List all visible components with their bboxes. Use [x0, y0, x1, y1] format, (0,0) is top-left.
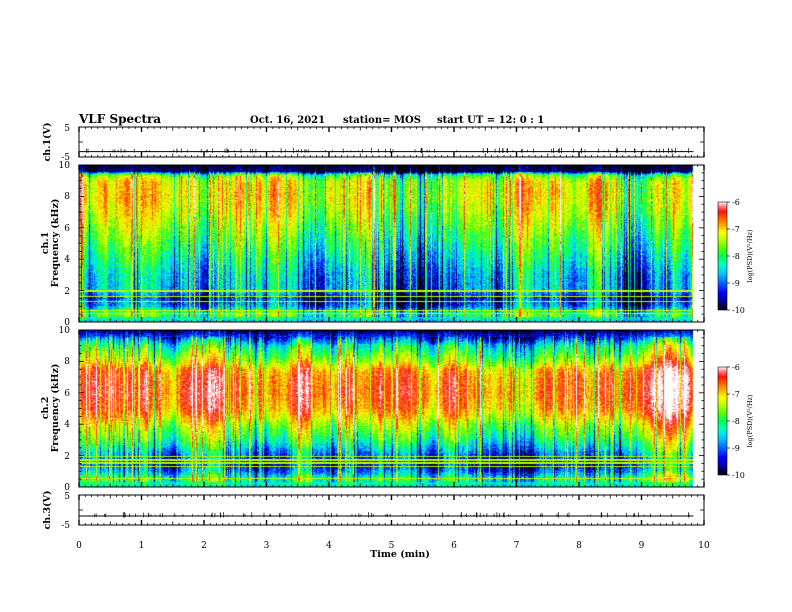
ch1-ytick-8: 8	[64, 192, 70, 202]
x-tick-label: 4	[326, 541, 332, 551]
ch2-colorbar-gradient	[717, 366, 728, 476]
colorbar-tick-label: -9	[732, 279, 740, 288]
ch3-waveform-ylabel: ch.3(V)	[42, 491, 53, 530]
colorbar-tick-label: -7	[732, 225, 740, 234]
ch3-waveform-spikes	[94, 512, 690, 518]
colorbar-tick-label: -7	[732, 390, 740, 399]
ch2-spectrogram-heatmap	[79, 330, 704, 487]
ch2-colorbar-label: log(PSD)(V²/Hz)	[746, 394, 754, 447]
colorbar-tick-label: -6	[732, 363, 740, 372]
ch1-ytick-0: 0	[64, 318, 70, 328]
colorbar-tick-label: -8	[732, 417, 740, 426]
ch3-ytick-5: 5	[64, 492, 70, 502]
ch2-spectrogram-ylabel: ch.2Frequency (kHz)	[40, 364, 61, 453]
x-axis-label: Time (min)	[370, 549, 430, 560]
x-tick-label: 2	[201, 541, 207, 551]
ch1-waveform-spikes	[85, 147, 690, 154]
x-tick-label: 10	[698, 541, 710, 551]
ch2-ytick-4: 4	[64, 420, 70, 430]
x-tick-label: 7	[514, 541, 520, 551]
x-tick-label: 3	[264, 541, 270, 551]
ch3-ytick-neg5: -5	[61, 521, 70, 531]
ch1-ytick-4: 4	[64, 255, 70, 265]
ch2-spectrogram-panel	[79, 330, 704, 487]
ch1-spectrogram-heatmap	[79, 165, 704, 322]
ch2-colorbar: -6 -7 -8 -9 -10 log(PSD)(V²/Hz)	[717, 363, 754, 480]
ch2-spectrogram-yticks: 0 2 4 6 8 10	[59, 326, 71, 493]
ch2-ytick-0: 0	[64, 483, 70, 493]
colorbar-tick-label: -10	[732, 306, 745, 315]
colorbar-tick-label: -10	[732, 471, 745, 480]
ch1-ytick-5: 5	[64, 124, 70, 134]
ch1-spectrogram-ylabel: ch.1Frequency (kHz)	[40, 199, 61, 288]
header-date: Oct. 16, 2021	[250, 115, 325, 126]
colorbar-tick-label: -6	[732, 198, 740, 207]
x-tick-label: 8	[576, 541, 582, 551]
colorbar-tick-label: -9	[732, 444, 740, 453]
chart-title: VLF Spectra	[78, 112, 161, 126]
x-tick-label: 9	[639, 541, 645, 551]
ch1-spectrogram-panel	[79, 165, 704, 322]
colorbar-tick-label: -8	[732, 252, 740, 261]
x-tick-label: 0	[76, 541, 82, 551]
ch1-colorbar-label: log(PSD)(V²/Hz)	[746, 229, 754, 282]
ch1-spectrogram-yticks: 0 2 4 6 8 10	[59, 161, 71, 328]
header-station: station= MOS	[343, 115, 421, 126]
ch2-ytick-8: 8	[64, 357, 70, 367]
ch2-ytick-6: 6	[64, 389, 70, 399]
ch1-ytick-6: 6	[64, 224, 70, 234]
ch1-waveform-ylabel: ch.1(V)	[42, 123, 53, 162]
ch1-ytick-10: 10	[59, 161, 71, 171]
ch1-ytick-neg5: -5	[61, 153, 70, 163]
ch1-colorbar-gradient	[717, 201, 728, 311]
ch2-ytick-2: 2	[64, 452, 70, 462]
x-tick-label: 6	[451, 541, 457, 551]
axis-ticks	[78, 126, 705, 526]
ch2-ytick-10: 10	[59, 326, 71, 336]
x-tick-label: 1	[139, 541, 145, 551]
x-tick-label: 5	[389, 541, 395, 551]
x-tick-labels: 0 1 2 3 4 5 6 7 8 9 10	[76, 541, 710, 551]
ch1-colorbar: -6 -7 -8 -9 -10 log(PSD)(V²/Hz)	[717, 198, 754, 315]
ch1-ytick-2: 2	[64, 287, 70, 297]
header-start-ut: start UT = 12: 0 : 1	[437, 115, 544, 126]
